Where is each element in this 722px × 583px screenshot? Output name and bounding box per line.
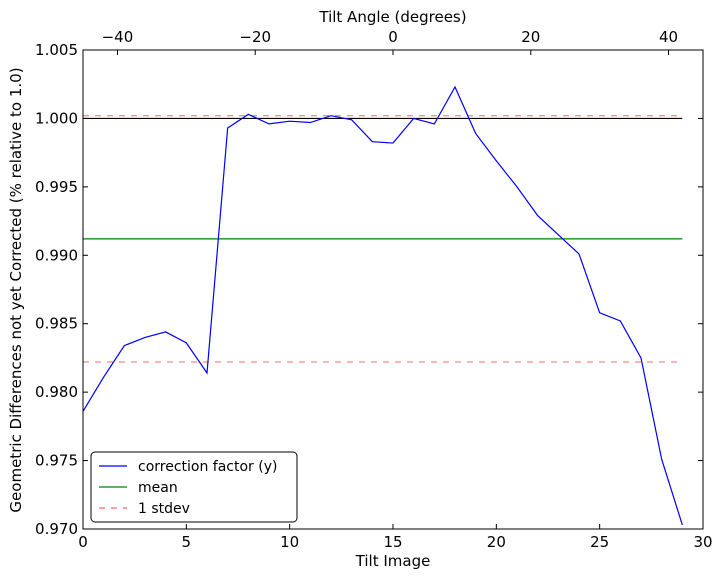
legend-label: correction factor (y) xyxy=(138,459,277,475)
y-tick-label: 1.000 xyxy=(35,109,78,127)
legend: correction factor (y) mean 1 stdev xyxy=(90,451,298,523)
top-x-tick-label: 40 xyxy=(659,28,678,46)
y-tick-label: 0.990 xyxy=(35,246,78,264)
x-tick-label: 30 xyxy=(693,533,712,551)
top-x-tick-label: 0 xyxy=(388,28,398,46)
y-tick-label: 0.995 xyxy=(35,178,78,196)
y-tick-label: 1.005 xyxy=(35,41,78,59)
top-x-tick-label: −40 xyxy=(102,28,134,46)
legend-label: mean xyxy=(138,480,178,496)
y-tick-label: 0.975 xyxy=(35,452,78,470)
series-line-correction-factor-y- xyxy=(82,85,683,526)
top-x-tick-label: −20 xyxy=(239,28,271,46)
x-tick-label: 10 xyxy=(280,533,299,551)
top-x-axis-label: Tilt Angle (degrees) xyxy=(318,8,466,26)
x-tick-label: 0 xyxy=(78,533,88,551)
y-tick-label: 0.970 xyxy=(35,520,78,538)
legend-box xyxy=(90,451,298,523)
x-tick-label: 5 xyxy=(182,533,192,551)
x-axis-label: Tilt Image xyxy=(355,552,431,570)
legend-label: 1 stdev xyxy=(138,501,190,517)
y-tick-label: 0.980 xyxy=(35,383,78,401)
x-tick-label: 25 xyxy=(590,533,609,551)
y-axis-label: Geometric Differences not yet Corrected … xyxy=(7,67,25,512)
y-tick-label: 0.985 xyxy=(35,315,78,333)
x-tick-label: 20 xyxy=(487,533,506,551)
top-x-tick-label: 20 xyxy=(521,28,540,46)
x-tick-label: 15 xyxy=(383,533,402,551)
